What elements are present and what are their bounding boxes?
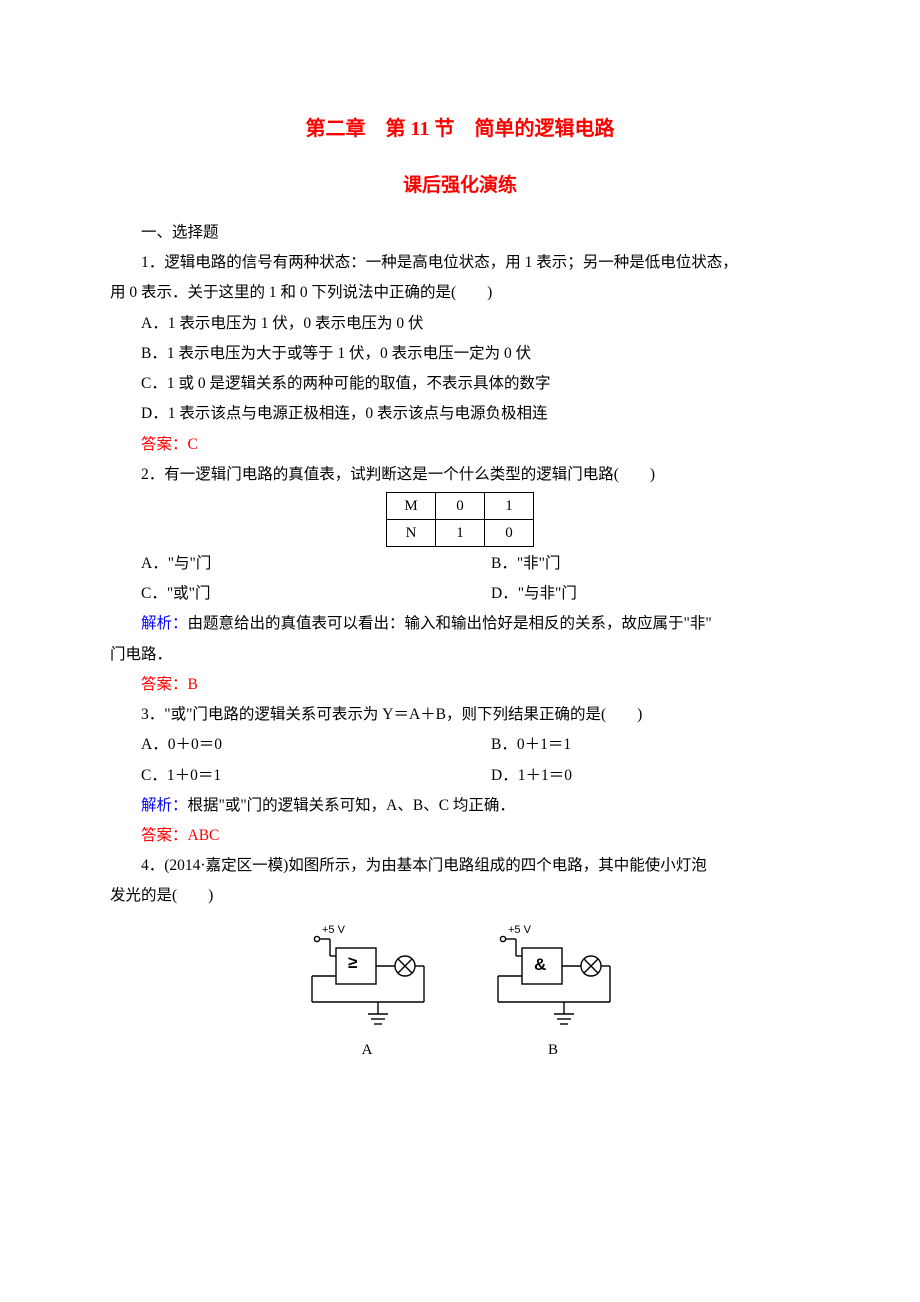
q2-option-c: C．"或"门 [110, 579, 460, 609]
q2-truth-table: M 0 1 N 1 0 [386, 492, 534, 547]
circuit-a-caption: A [292, 1036, 442, 1065]
q1-option-d: D．1 表示该点与电源正极相连，0 表示该点与电源负极相连 [110, 399, 810, 429]
q2-stem: 2．有一逻辑门电路的真值表，试判断这是一个什么类型的逻辑门电路( ) [110, 460, 810, 490]
circuit-b-svg: +5 V & [478, 922, 628, 1032]
cell: N [387, 520, 436, 547]
q2-explanation-line1: 解析：由题意给出的真值表可以看出：输入和输出恰好是相反的关系，故应属于"非" [110, 609, 810, 639]
table-row: M 0 1 [387, 493, 534, 520]
q2-option-a: A．"与"门 [110, 549, 460, 579]
cell: 0 [436, 493, 485, 520]
cell: M [387, 493, 436, 520]
voltage-label: +5 V [508, 924, 532, 936]
cell: 1 [485, 493, 534, 520]
q4-stem-line2: 发光的是( ) [110, 881, 810, 911]
explain-text: 由题意给出的真值表可以看出：输入和输出恰好是相反的关系，故应属于"非" [188, 615, 712, 632]
page-subtitle: 课后强化演练 [110, 167, 810, 204]
cell: 0 [485, 520, 534, 547]
q3-stem: 3．"或"门电路的逻辑关系可表示为 Y＝A＋B，则下列结果正确的是( ) [110, 700, 810, 730]
section-heading: 一、选择题 [110, 218, 810, 248]
gate-symbol: & [534, 955, 546, 974]
q2-option-d: D．"与非"门 [460, 579, 810, 609]
q2-explanation-line2: 门电路． [110, 640, 810, 670]
q1-option-b: B．1 表示电压为大于或等于 1 伏，0 表示电压一定为 0 伏 [110, 339, 810, 369]
q1-option-a: A．1 表示电压为 1 伏，0 表示电压为 0 伏 [110, 309, 810, 339]
q4-circuits: +5 V ≥ A [110, 922, 810, 1065]
explain-label: 解析： [141, 797, 188, 814]
q3-option-b: B．0＋1＝1 [460, 730, 810, 760]
cell: 1 [436, 520, 485, 547]
q4-stem-line1: 4．(2014·嘉定区一模)如图所示，为由基本门电路组成的四个电路，其中能使小灯… [110, 851, 810, 881]
q1-answer: 答案：C [110, 430, 810, 460]
voltage-label: +5 V [322, 924, 346, 936]
q1-option-c: C．1 或 0 是逻辑关系的两种可能的取值，不表示具体的数字 [110, 369, 810, 399]
circuit-b: +5 V & B [478, 922, 628, 1065]
q3-option-d: D．1＋1＝0 [460, 761, 810, 791]
page-title: 第二章 第 11 节 简单的逻辑电路 [110, 110, 810, 149]
q3-answer: 答案：ABC [110, 821, 810, 851]
q1-stem-line2: 用 0 表示．关于这里的 1 和 0 下列说法中正确的是( ) [110, 278, 810, 308]
explain-text: 根据"或"门的逻辑关系可知，A、B、C 均正确． [188, 797, 515, 814]
q3-explanation: 解析：根据"或"门的逻辑关系可知，A、B、C 均正确． [110, 791, 810, 821]
q3-option-a: A．0＋0＝0 [110, 730, 460, 760]
q2-answer: 答案：B [110, 670, 810, 700]
gate-symbol: ≥ [348, 953, 357, 972]
circuit-a-svg: +5 V ≥ [292, 922, 442, 1032]
q2-option-b: B．"非"门 [460, 549, 810, 579]
q1-stem-line1: 1．逻辑电路的信号有两种状态：一种是高电位状态，用 1 表示；另一种是低电位状态… [110, 248, 810, 278]
explain-label: 解析： [141, 615, 188, 632]
q3-option-c: C．1＋0＝1 [110, 761, 460, 791]
table-row: N 1 0 [387, 520, 534, 547]
circuit-a: +5 V ≥ A [292, 922, 442, 1065]
circuit-b-caption: B [478, 1036, 628, 1065]
